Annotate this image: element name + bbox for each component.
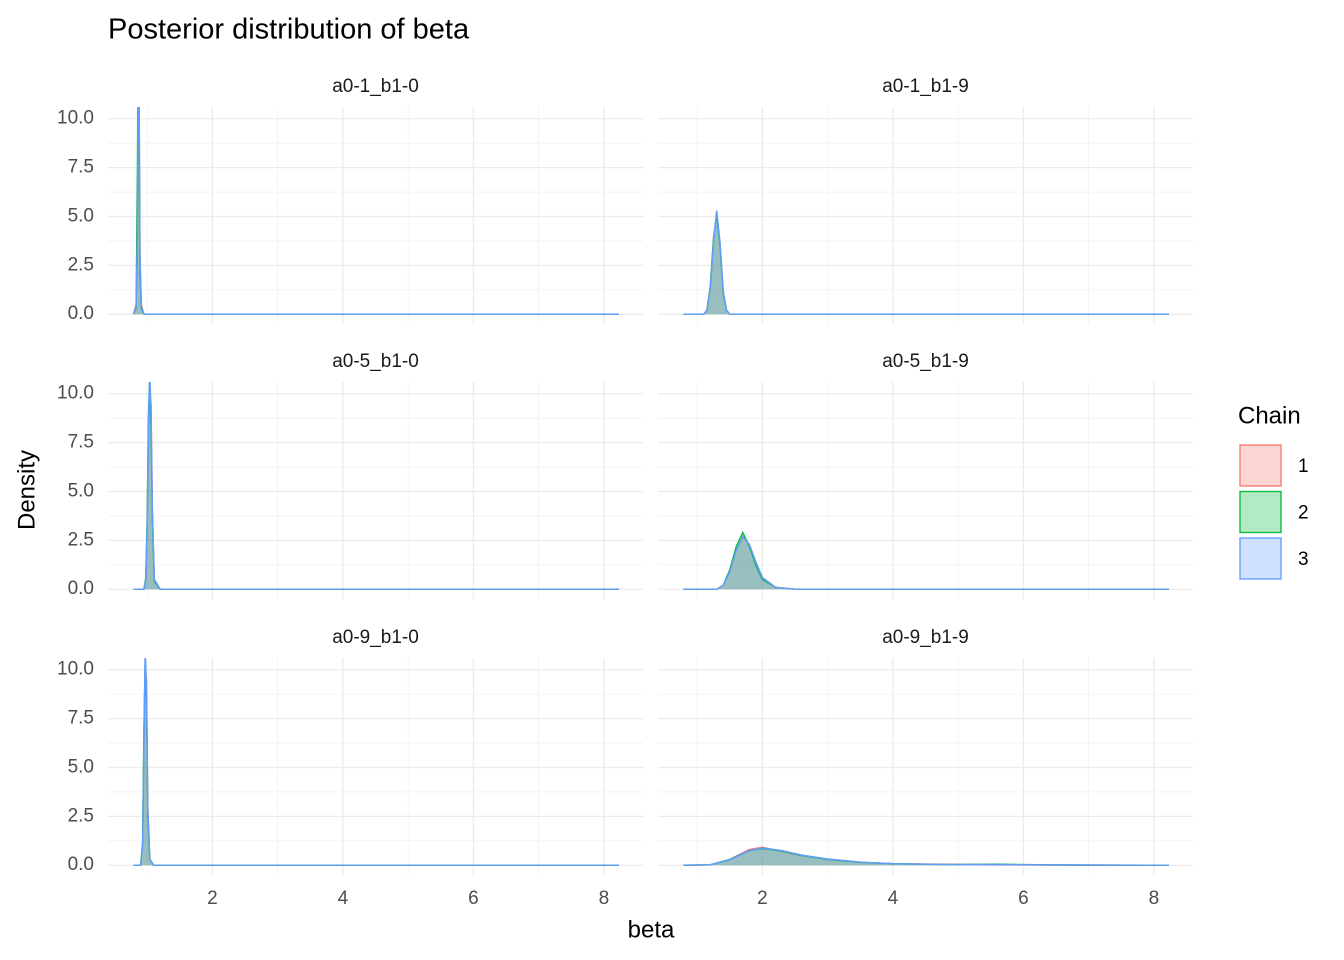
density-area	[683, 532, 1169, 590]
y-tick-label: 7.5	[68, 432, 94, 453]
x-tick-label: 2	[757, 888, 768, 909]
density-area	[133, 658, 619, 866]
y-tick-label: 0.0	[68, 578, 94, 599]
density-line	[683, 210, 1169, 315]
y-tick-label: 7.5	[68, 157, 94, 178]
density-line	[683, 212, 1169, 315]
density-line	[133, 382, 619, 590]
density-line	[683, 535, 1169, 590]
y-tick-label: 2.5	[68, 254, 94, 275]
facet-title: a0-1_b1-9	[882, 76, 969, 97]
chart-title: Posterior distribution of beta	[108, 14, 470, 46]
facet-plot	[683, 530, 1169, 590]
density-area	[683, 214, 1169, 315]
facet-plot	[683, 210, 1169, 315]
y-tick-label: 5.0	[68, 205, 94, 226]
y-tick-label: 5.0	[68, 756, 94, 777]
facet-title: a0-5_b1-0	[332, 351, 419, 372]
density-area	[133, 382, 619, 590]
legend-label: 1	[1298, 456, 1309, 477]
facet-title: a0-9_b1-9	[882, 627, 969, 648]
y-tick-label: 10.0	[57, 108, 94, 129]
density-line	[133, 382, 619, 590]
density-area	[133, 107, 619, 315]
density-line	[132, 107, 619, 315]
legend-key	[1239, 490, 1282, 534]
legend-key	[1239, 537, 1282, 580]
density-area	[683, 848, 1169, 866]
y-tick-label: 5.0	[68, 480, 94, 501]
x-tick-label: 4	[338, 888, 349, 909]
x-tick-label: 6	[468, 888, 479, 909]
x-axis-label: beta	[628, 916, 675, 943]
y-tick-label: 2.5	[68, 805, 94, 826]
density-line	[133, 659, 619, 866]
density-area	[683, 212, 1169, 315]
density-line	[683, 847, 1169, 866]
density-area	[133, 382, 619, 590]
x-tick-label: 6	[1018, 888, 1029, 909]
density-line	[132, 107, 619, 315]
density-area	[683, 210, 1169, 315]
facet-plot	[133, 658, 619, 866]
legend-label: 2	[1298, 503, 1309, 524]
facet-plot	[132, 107, 619, 315]
y-tick-label: 0.0	[68, 303, 94, 324]
facet-title: a0-9_b1-0	[332, 627, 419, 648]
facet-plot	[133, 382, 619, 590]
density-area	[683, 848, 1169, 866]
facet-title: a0-5_b1-9	[882, 351, 969, 372]
y-axis-label: Density	[13, 450, 40, 530]
y-tick-label: 7.5	[68, 708, 94, 729]
x-tick-label: 2	[207, 888, 218, 909]
facet-plot	[683, 846, 1169, 866]
density-area	[683, 536, 1169, 590]
y-tick-label: 2.5	[68, 529, 94, 550]
density-area	[683, 847, 1169, 866]
density-line	[133, 658, 619, 866]
y-tick-label: 0.0	[68, 854, 94, 875]
legend-key	[1239, 444, 1282, 487]
facet-title: a0-1_b1-0	[332, 76, 419, 97]
x-tick-label: 4	[888, 888, 899, 909]
density-area	[133, 660, 619, 866]
legend-label: 3	[1298, 549, 1309, 570]
legend-title: Chain	[1238, 402, 1301, 429]
y-tick-label: 10.0	[57, 383, 94, 404]
density-line	[683, 214, 1169, 315]
density-area	[683, 536, 1169, 590]
x-tick-label: 8	[599, 888, 610, 909]
y-tick-label: 10.0	[57, 659, 94, 680]
x-tick-label: 8	[1149, 888, 1160, 909]
